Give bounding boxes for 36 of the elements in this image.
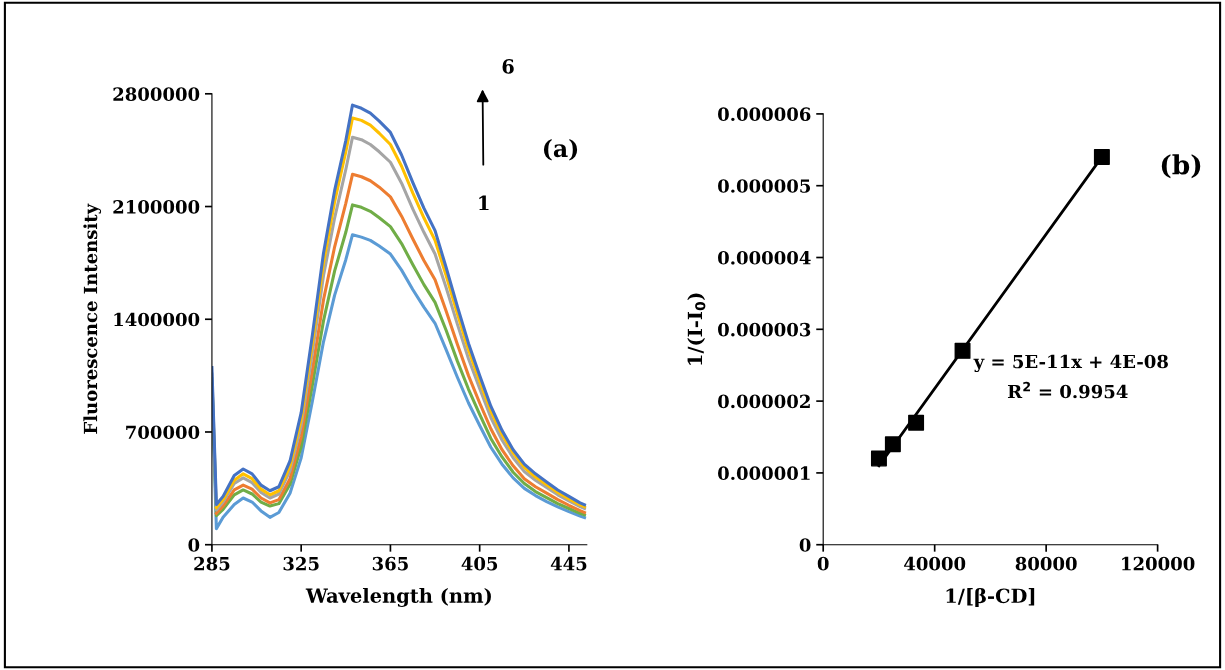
x-tick-label: 80000: [1015, 556, 1077, 571]
y-tick-label: 0.000002: [718, 394, 810, 409]
x-tick-label: 405: [461, 556, 498, 571]
annotation: y = 5E-11x + 4E-08: [973, 354, 1168, 373]
point: [954, 342, 971, 359]
point: [870, 450, 887, 467]
y-tick-label: 2800000: [113, 87, 200, 101]
point: [908, 414, 925, 431]
x-tick-label: 285: [194, 556, 230, 571]
y-tick-label: 0: [188, 538, 200, 552]
y-tick-label: 0: [799, 538, 811, 552]
text: (b): [1161, 154, 1201, 179]
y-tick-label: 2100000: [113, 199, 200, 214]
x-tick-label: 0: [817, 556, 829, 571]
y-tick-label: 0.000001: [718, 466, 810, 481]
x-tick-label: 325: [283, 556, 319, 571]
annotation: (a): [543, 138, 578, 161]
x-tick-label: 120000: [1122, 556, 1195, 571]
y-tick-label: 0.000006: [718, 107, 811, 122]
y-tick-label: 0.000004: [718, 250, 811, 265]
y-tick-label: 700000: [126, 425, 200, 440]
y-axis-title: Fluorescence Intensity: [83, 203, 102, 434]
x-tick-label: 365: [372, 556, 408, 571]
y-tick-label: 0.000003: [718, 322, 811, 337]
annotation: 1: [479, 195, 489, 211]
annotation: R$^{2}$ = 0.9954: [1007, 381, 1128, 399]
x-axis-title: Wavelength (nm): [305, 587, 491, 607]
x-tick-label: 445: [550, 556, 587, 571]
y-tick-label: 0.000005: [718, 179, 811, 193]
text: 6: [502, 59, 514, 74]
x-axis-title: 1/[β-CD]: [946, 587, 1035, 607]
point: [884, 436, 901, 453]
y-axis-title: 1/(I-I$_{0}$): [687, 293, 706, 365]
x-tick-label: 40000: [904, 556, 966, 571]
point: [1093, 149, 1110, 165]
y-tick-label: 1400000: [114, 312, 200, 327]
